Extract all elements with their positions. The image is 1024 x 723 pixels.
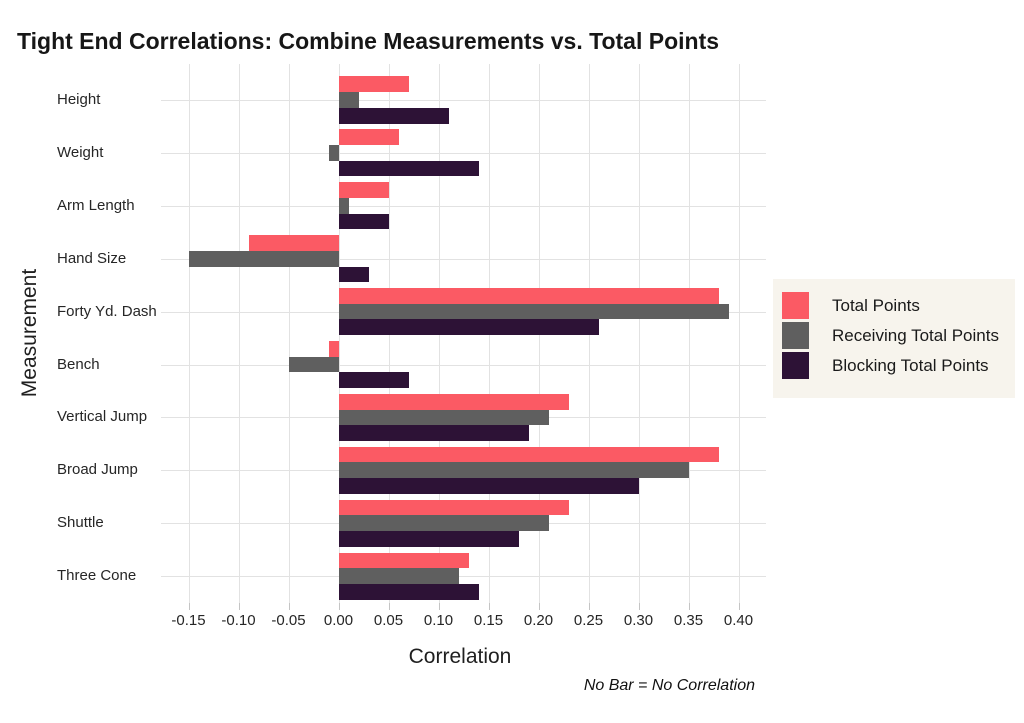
x-axis-tick-mark — [338, 603, 340, 610]
x-axis-tick-label: 0.05 — [373, 612, 404, 629]
legend-label: Blocking Total Points — [832, 356, 989, 375]
x-axis-tick-label: 0.25 — [573, 612, 604, 629]
x-axis-tick-mark — [188, 603, 190, 610]
gridline-vertical — [738, 64, 740, 603]
y-axis-category-label: Forty Yd. Dash — [57, 302, 157, 320]
gridline-vertical — [238, 64, 240, 603]
x-axis-tick-label: 0.15 — [473, 612, 504, 629]
bar-bench-receiving-total-points — [288, 356, 339, 373]
y-axis-category-label: Bench — [57, 355, 100, 373]
bar-three-cone-receiving-total-points — [338, 568, 459, 584]
y-axis-category-label: Shuttle — [57, 514, 104, 532]
gridline-vertical — [638, 64, 640, 603]
gridline-vertical — [288, 64, 290, 603]
bar-height-receiving-total-points — [338, 92, 359, 108]
gridline-vertical — [188, 64, 190, 603]
x-axis-tick-mark — [438, 603, 440, 610]
legend-swatch-blocking-total-points — [782, 352, 809, 379]
y-axis-category-label: Arm Length — [57, 196, 135, 214]
y-axis-category-label: Hand Size — [57, 249, 127, 267]
bar-height-total-points — [338, 76, 409, 93]
gridline-horizontal — [161, 205, 766, 207]
x-axis-tick-mark — [388, 603, 390, 610]
x-axis-title: Correlation — [408, 645, 512, 668]
x-axis-tick-mark — [588, 603, 590, 610]
bar-weight-receiving-total-points — [328, 145, 339, 161]
x-axis-tick-mark — [638, 603, 640, 610]
bar-hand-size-blocking-total-points — [338, 266, 369, 283]
bar-weight-total-points — [338, 129, 399, 146]
bar-three-cone-blocking-total-points — [338, 583, 479, 600]
x-axis-tick-label: -0.05 — [271, 612, 306, 629]
legend-swatch-total-points — [782, 292, 809, 319]
x-axis-tick-label: 0.35 — [673, 612, 704, 629]
bar-arm-length-receiving-total-points — [338, 197, 349, 214]
bar-forty-yd-dash-total-points — [338, 288, 719, 304]
bar-shuttle-receiving-total-points — [338, 515, 549, 532]
legend-item: Receiving Total Points — [782, 322, 1015, 349]
y-axis-category-label: Vertical Jump — [57, 408, 148, 426]
bar-three-cone-total-points — [338, 552, 469, 569]
gridline-horizontal — [161, 364, 766, 366]
bar-arm-length-total-points — [338, 182, 389, 198]
x-axis-tick-label: 0.00 — [323, 612, 354, 629]
y-axis-category-label: Weight — [57, 143, 104, 161]
gridline-horizontal — [161, 576, 766, 578]
legend-item: Total Points — [782, 292, 1015, 319]
legend-label: Total Points — [832, 296, 920, 315]
bar-forty-yd-dash-blocking-total-points — [338, 319, 599, 336]
bar-forty-yd-dash-receiving-total-points — [338, 303, 729, 320]
x-axis-tick-mark — [538, 603, 540, 610]
y-axis-category-label: Three Cone — [57, 567, 137, 585]
y-axis-category-label: Broad Jump — [57, 461, 138, 479]
x-axis-tick-mark — [238, 603, 240, 610]
legend-label: Receiving Total Points — [832, 326, 999, 345]
x-axis-tick-label: 0.10 — [423, 612, 454, 629]
gridline-horizontal — [161, 152, 766, 154]
bar-vertical-jump-total-points — [338, 393, 569, 410]
bar-weight-blocking-total-points — [338, 160, 479, 177]
bar-arm-length-blocking-total-points — [338, 213, 389, 230]
gridline-horizontal — [161, 258, 766, 260]
x-axis-tick-label: 0.30 — [623, 612, 654, 629]
x-axis-tick-label: 0.20 — [523, 612, 554, 629]
y-axis-title: Measurement — [18, 268, 41, 398]
x-axis-tick-label: -0.15 — [171, 612, 206, 629]
legend: Total Points Receiving Total Points Blocki… — [773, 279, 1015, 398]
gridline-vertical — [688, 64, 690, 603]
chart-caption: No Bar = No Correlation — [583, 677, 755, 694]
bar-shuttle-blocking-total-points — [338, 531, 519, 547]
bar-shuttle-total-points — [338, 499, 569, 516]
page-title: Tight End Correlations: Combine Measurem… — [17, 28, 720, 54]
bar-bench-total-points — [328, 340, 339, 357]
legend-item: Blocking Total Points — [782, 352, 1015, 379]
bar-height-blocking-total-points — [338, 107, 449, 124]
x-axis-tick-mark — [738, 603, 740, 610]
plot-panel: -0.15 -0.10 -0.05 0.00 0.05 0.10 0.15 0.20 0.25 0… — [161, 64, 766, 629]
x-axis-tick-mark — [488, 603, 490, 610]
bar-bench-blocking-total-points — [338, 372, 409, 389]
bar-hand-size-total-points — [248, 235, 339, 251]
bar-broad-jump-receiving-total-points — [338, 462, 689, 479]
bar-vertical-jump-blocking-total-points — [338, 425, 529, 441]
gridline-horizontal — [161, 100, 766, 101]
x-axis-tick-label: 0.40 — [723, 612, 754, 629]
bar-broad-jump-blocking-total-points — [338, 478, 639, 494]
x-axis-tick-label: -0.10 — [221, 612, 256, 629]
x-axis-tick-mark — [288, 603, 290, 610]
legend-swatch-receiving-total-points — [782, 322, 809, 349]
y-axis-category-label: Height — [57, 91, 101, 108]
bar-vertical-jump-receiving-total-points — [338, 409, 549, 426]
x-axis-tick-mark — [688, 603, 690, 610]
bar-hand-size-receiving-total-points — [188, 250, 339, 267]
bar-broad-jump-total-points — [338, 446, 719, 463]
